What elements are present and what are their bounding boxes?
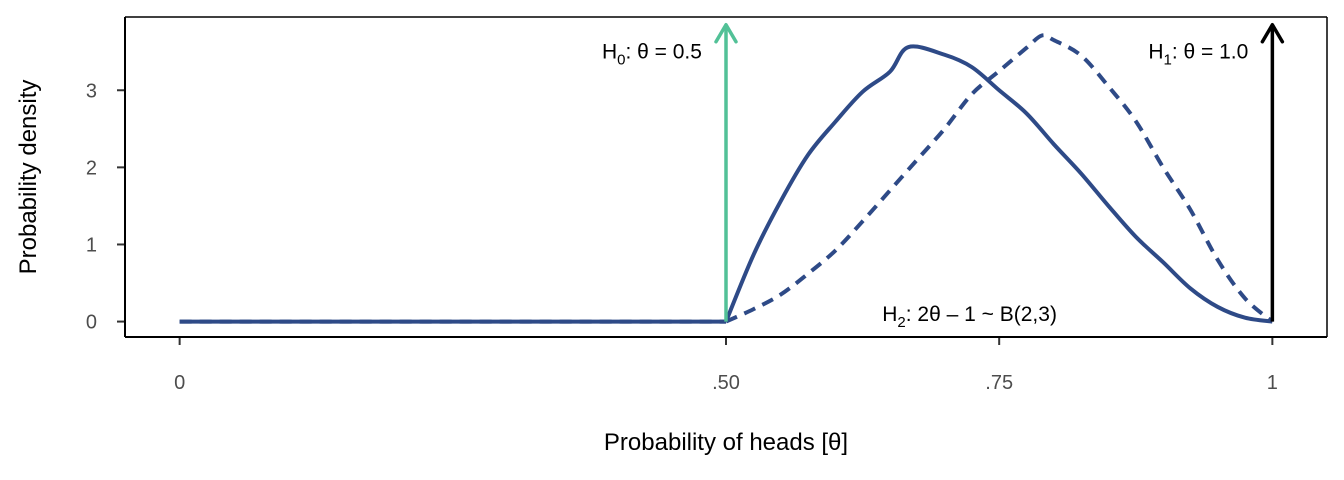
annotation-h0: H0: θ = 0.5: [602, 41, 702, 69]
y-tick-label: 3: [86, 80, 97, 102]
y-tick-label: 1: [86, 234, 97, 256]
x-axis-ticks: 0 .50 .75 1: [174, 337, 1278, 394]
x-axis-title: Probability of heads [θ]: [604, 429, 848, 456]
x-tick-label: .50: [712, 372, 740, 394]
arrow-layer: [714, 22, 1285, 322]
hypothesis-arrow-head: [1260, 22, 1285, 44]
series-solid-line: [724, 44, 1273, 324]
series-dashed-line: [725, 33, 1274, 324]
annotation-layer: H0: θ = 0.5 H1: θ = 1.0 H2: 2θ – 1 ~ B(2,3…: [602, 41, 1248, 331]
series-layer: [179, 33, 1274, 324]
x-tick-label: 1: [1267, 372, 1278, 394]
annotation-h2: H2: 2θ – 1 ~ B(2,3): [882, 303, 1057, 331]
hypothesis-arrow-head: [714, 22, 738, 44]
x-tick-label: .75: [985, 372, 1013, 394]
annotation-h1: H1: θ = 1.0: [1148, 41, 1248, 69]
y-axis-title: Probability density: [15, 80, 42, 275]
y-tick-label: 2: [86, 157, 97, 179]
x-tick-label: 0: [174, 372, 185, 394]
y-tick-label: 0: [86, 312, 97, 334]
y-axis-ticks: 0 1 2 3: [86, 80, 125, 334]
